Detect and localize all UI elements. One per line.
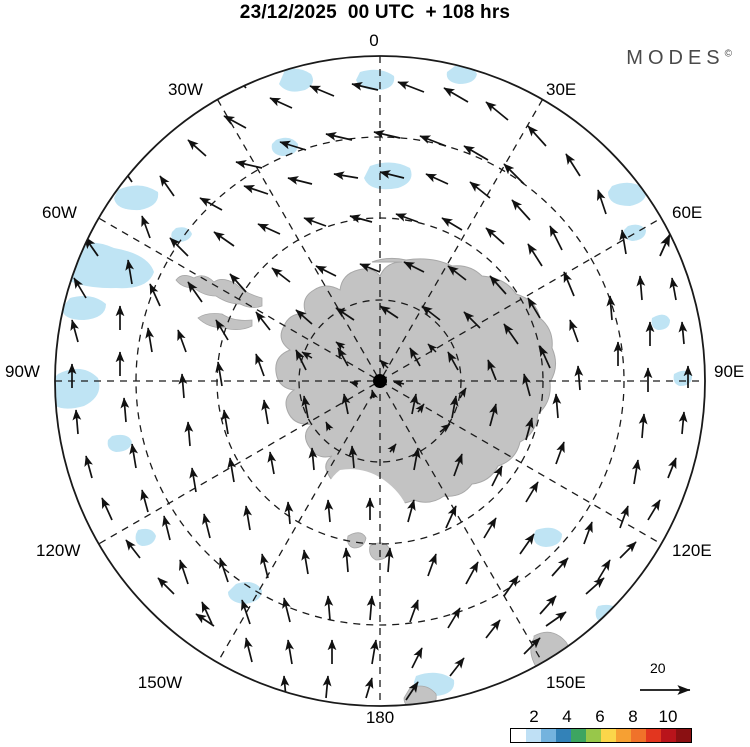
map-disk-contents bbox=[55, 56, 705, 706]
reference-vector-key: 20 bbox=[638, 660, 718, 700]
lon-label-60e: 60E bbox=[672, 203, 703, 222]
map-outer-boundary bbox=[54, 55, 706, 707]
colorbar: 2 4 6 8 10 bbox=[506, 707, 696, 745]
copyright-icon: © bbox=[724, 48, 732, 60]
wind-vector-field bbox=[67, 71, 693, 701]
wind-speed-shading bbox=[55, 65, 692, 696]
wind-vector-field-inner bbox=[301, 341, 467, 454]
page-title: 23/12/2025 00 UTC + 108 hrs bbox=[239, 2, 511, 23]
modes-logo-text: MODES bbox=[626, 47, 725, 69]
colorbar-segment-3 bbox=[556, 729, 571, 742]
lon-label-180: 180 bbox=[365, 708, 395, 727]
lon-label-90e: 90E bbox=[714, 362, 745, 381]
colorbar-gradient bbox=[510, 728, 692, 743]
colorbar-segment-1 bbox=[526, 729, 541, 742]
colorbar-tick-labels: 2 4 6 8 10 bbox=[506, 707, 696, 727]
modes-logo: MODES© bbox=[626, 47, 732, 70]
lon-label-30w: 30W bbox=[168, 80, 203, 99]
lon-label-90w: 90W bbox=[5, 362, 40, 381]
colorbar-tick-8: 8 bbox=[628, 707, 638, 726]
colorbar-tick-6: 6 bbox=[595, 707, 605, 726]
colorbar-segment-11 bbox=[676, 729, 691, 742]
lon-label-120w: 120W bbox=[36, 541, 81, 560]
colorbar-segment-9 bbox=[646, 729, 661, 742]
colorbar-segment-2 bbox=[541, 729, 556, 742]
lon-label-30e: 30E bbox=[546, 80, 577, 99]
colorbar-segment-10 bbox=[661, 729, 676, 742]
colorbar-tick-10: 10 bbox=[658, 707, 678, 726]
colorbar-tick-2: 2 bbox=[529, 707, 539, 726]
lon-label-60w: 60W bbox=[42, 203, 77, 222]
lon-label-150e: 150E bbox=[546, 673, 586, 692]
colorbar-segment-6 bbox=[601, 729, 616, 742]
south-pole-marker bbox=[373, 374, 387, 388]
colorbar-tick-4: 4 bbox=[562, 707, 572, 726]
reference-wind-arrow bbox=[640, 685, 691, 695]
colorbar-segment-5 bbox=[586, 729, 601, 742]
colorbar-segment-7 bbox=[616, 729, 631, 742]
lon-label-0: 0 bbox=[369, 31, 379, 50]
lon-label-120e: 120E bbox=[672, 541, 712, 560]
colorbar-segment-8 bbox=[631, 729, 646, 742]
antarctica-landmass bbox=[175, 257, 573, 706]
reference-vector-value: 20 bbox=[650, 660, 666, 676]
colorbar-segment-0 bbox=[511, 729, 526, 742]
lon-label-150w: 150W bbox=[137, 673, 183, 692]
colorbar-segment-4 bbox=[571, 729, 586, 742]
